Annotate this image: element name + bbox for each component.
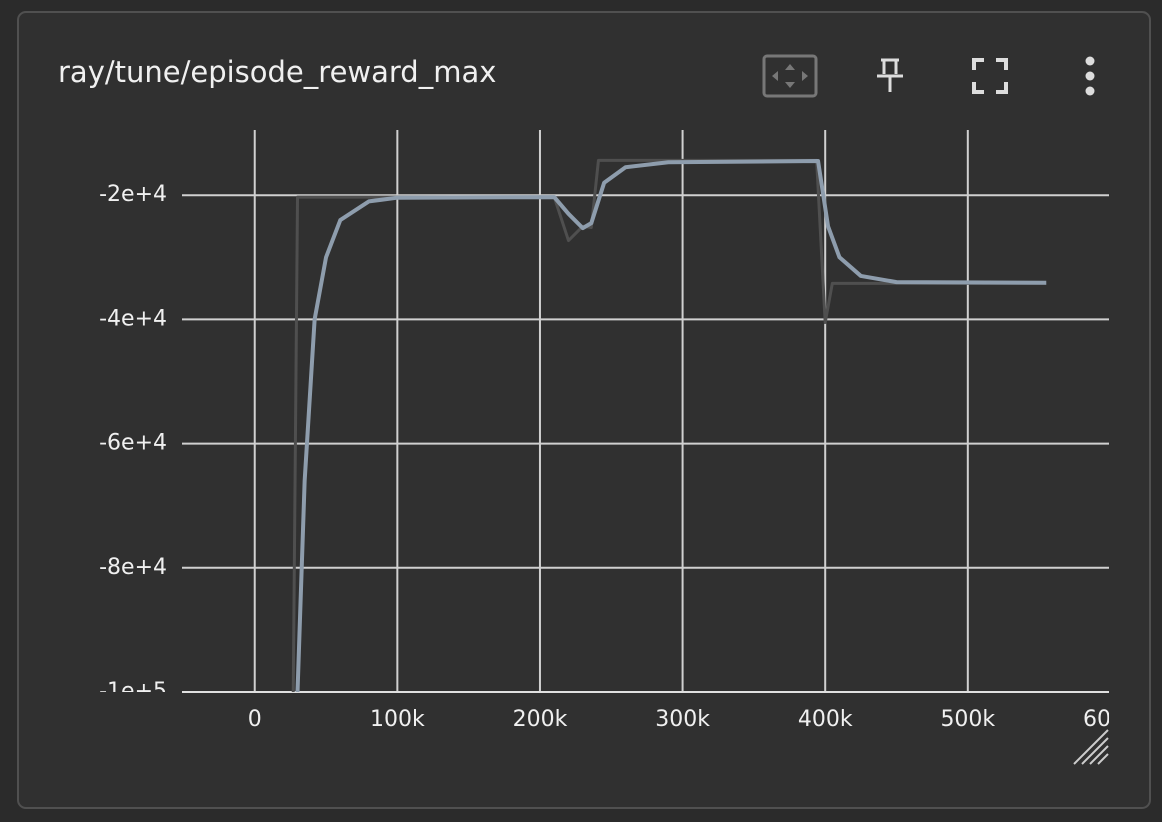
x-tick-label: 400k	[798, 707, 853, 732]
x-axis-labels: 0 100k 200k 300k 400k 500k 600k	[248, 707, 1138, 732]
x-tick-label: 300k	[655, 707, 710, 732]
plot-lines	[291, 158, 1047, 693]
y-axis-labels: -2e+4 -4e+4 -6e+4 -8e+4 -1e+5	[99, 182, 167, 704]
y-tick-label: -8e+4	[99, 555, 167, 580]
y-tick-label: -4e+4	[99, 306, 167, 331]
x-tick-label: 500k	[940, 707, 995, 732]
y-tick-label: -6e+4	[99, 431, 167, 456]
fit-domain-button[interactable]	[762, 54, 818, 98]
resize-handle[interactable]	[1073, 729, 1109, 765]
fullscreen-button[interactable]	[972, 58, 1008, 94]
chart-title: ray/tune/episode_reward_max	[58, 55, 496, 89]
card	[17, 11, 1151, 809]
grid	[182, 130, 1109, 693]
pin-button[interactable]	[877, 58, 903, 92]
y-tick-label: -2e+4	[99, 182, 167, 207]
x-tick-label: 600k	[1083, 707, 1138, 732]
x-tick-label: 200k	[513, 707, 568, 732]
more-button[interactable]	[1085, 56, 1095, 96]
x-tick-label: 100k	[370, 707, 425, 732]
y-tick-label: -1e+5	[99, 679, 167, 704]
x-tick-label: 0	[248, 707, 262, 732]
series-line	[295, 159, 1047, 693]
